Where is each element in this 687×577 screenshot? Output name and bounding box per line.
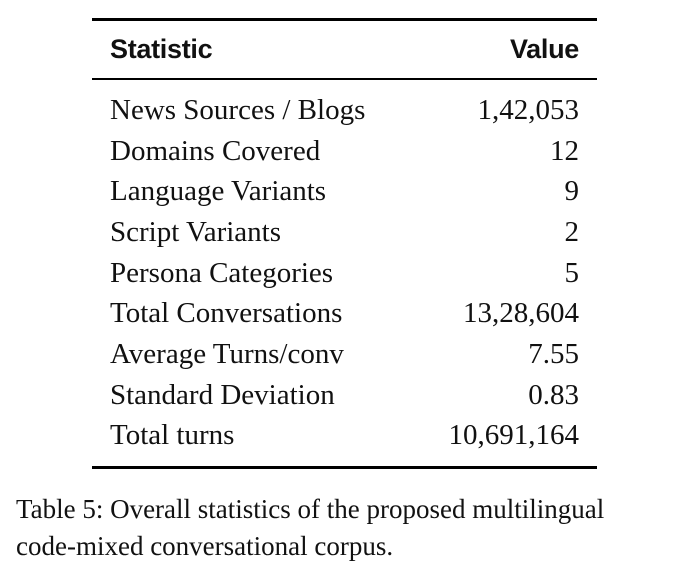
row-value: 5 <box>564 256 580 289</box>
table-row: Standard Deviation 0.83 <box>92 375 597 416</box>
row-value: 10,691,164 <box>448 419 580 452</box>
header-value: Value <box>509 34 579 64</box>
row-label: Domains Covered <box>110 134 321 167</box>
table-body: News Sources / Blogs 1,42,053 Domains Co… <box>92 80 597 466</box>
row-value: 0.83 <box>528 378 579 411</box>
table-row: Domains Covered 12 <box>92 131 597 172</box>
row-label: Total Conversations <box>110 297 343 330</box>
row-label: Language Variants <box>110 175 327 208</box>
row-value: 12 <box>550 134 579 167</box>
table-caption: Table 5: Overall statistics of the propo… <box>16 491 684 565</box>
row-label: Standard Deviation <box>110 378 335 411</box>
caption-line: Table 5: Overall statistics of the propo… <box>16 494 605 524</box>
table-header-rule <box>92 78 597 80</box>
row-label: Total turns <box>110 419 235 452</box>
table-row: Persona Categories 5 <box>92 253 597 294</box>
table-row: Script Variants 2 <box>92 212 597 253</box>
row-label: News Sources / Blogs <box>110 93 366 126</box>
table-row: Language Variants 9 <box>92 171 597 212</box>
table-row: Total turns 10,691,164 <box>92 416 597 457</box>
row-value: 7.55 <box>528 337 579 370</box>
statistics-table: Statistic Value News Sources / Blogs 1,4… <box>92 18 597 470</box>
table-row: News Sources / Blogs 1,42,053 <box>92 90 597 131</box>
table-top-rule <box>92 18 597 21</box>
row-label: Script Variants <box>110 215 282 248</box>
caption-line: code-mixed conversational corpus. <box>16 531 394 561</box>
row-value: 2 <box>564 215 580 248</box>
row-value: 9 <box>564 175 580 208</box>
row-value: 13,28,604 <box>463 297 579 330</box>
table-bottom-rule <box>92 466 597 470</box>
row-value: 1,42,053 <box>477 93 580 126</box>
table-row: Average Turns/conv 7.55 <box>92 334 597 375</box>
row-label: Persona Categories <box>110 256 334 289</box>
table-row: Total Conversations 13,28,604 <box>92 293 597 334</box>
row-label: Average Turns/conv <box>110 337 344 370</box>
header-statistic: Statistic <box>110 34 213 64</box>
table-header-row: Statistic Value <box>92 21 597 78</box>
